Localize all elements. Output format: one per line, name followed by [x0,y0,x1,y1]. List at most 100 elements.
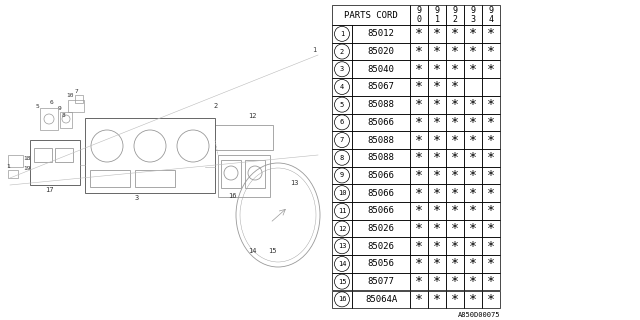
Text: *: * [451,293,459,306]
Bar [446,96,464,114]
Bar [55,148,73,162]
Text: 2: 2 [213,103,217,109]
Text: *: * [487,204,495,217]
Bar [410,184,428,202]
Text: 9: 9 [435,6,440,15]
Bar [85,118,215,193]
Bar [332,273,352,291]
Text: 1: 1 [312,47,316,53]
Text: 0: 0 [417,15,422,24]
Bar [428,43,446,60]
Text: 9: 9 [417,6,422,15]
Bar [332,184,352,202]
Text: *: * [469,275,477,288]
Text: 16: 16 [338,296,346,302]
Text: *: * [469,187,477,200]
Text: *: * [433,187,441,200]
Bar [464,5,482,25]
Bar [410,273,428,291]
Text: *: * [487,293,495,306]
Bar [446,220,464,237]
Text: 85056: 85056 [367,260,394,268]
Bar [482,220,500,237]
Text: *: * [415,204,423,217]
Bar [352,255,410,273]
Text: 8: 8 [62,113,66,118]
Text: 2: 2 [340,49,344,54]
Text: 1: 1 [435,15,440,24]
Text: *: * [415,169,423,182]
Text: *: * [415,258,423,270]
Text: *: * [487,116,495,129]
Bar [332,96,352,114]
Bar [410,220,428,237]
Bar [352,78,410,96]
Text: PARTS CORD: PARTS CORD [344,11,398,20]
Text: *: * [487,133,495,147]
Bar [482,25,500,43]
Bar [482,131,500,149]
Text: *: * [433,116,441,129]
Text: 9: 9 [470,6,476,15]
Bar [332,25,352,43]
Text: 12: 12 [248,113,257,119]
Bar [446,60,464,78]
Bar [8,155,23,167]
Bar [410,237,428,255]
Bar [482,291,500,308]
Text: *: * [415,133,423,147]
Text: 85088: 85088 [367,136,394,145]
Text: 85077: 85077 [367,277,394,286]
Bar [464,273,482,291]
Bar [410,149,428,167]
Bar [410,255,428,273]
Bar [60,112,72,128]
Bar [482,273,500,291]
Bar [40,108,58,130]
Bar [352,167,410,184]
Bar [482,167,500,184]
Text: *: * [415,151,423,164]
Text: 85026: 85026 [367,224,394,233]
Bar [446,255,464,273]
Bar [446,237,464,255]
Bar [482,114,500,131]
Text: *: * [433,293,441,306]
Bar [352,220,410,237]
Bar [428,167,446,184]
Text: 85066: 85066 [367,189,394,198]
Bar [446,78,464,96]
Text: *: * [469,45,477,58]
Text: *: * [451,80,459,93]
Text: 13: 13 [290,180,298,186]
Text: *: * [469,293,477,306]
Text: 85020: 85020 [367,47,394,56]
Text: *: * [433,98,441,111]
Bar [352,25,410,43]
Text: 9: 9 [58,106,61,111]
Bar [30,140,80,185]
Bar [332,255,352,273]
Text: 1: 1 [340,31,344,37]
Text: 19: 19 [23,166,31,171]
Text: *: * [451,116,459,129]
Text: 15: 15 [338,279,346,285]
Bar [428,291,446,308]
Bar [464,96,482,114]
Text: *: * [469,204,477,217]
Text: 3: 3 [135,195,140,201]
Text: *: * [469,258,477,270]
Bar [464,78,482,96]
Text: *: * [433,27,441,40]
Bar [482,237,500,255]
Bar [75,95,83,103]
Text: *: * [451,204,459,217]
Bar [482,149,500,167]
Bar [446,43,464,60]
Bar [428,184,446,202]
Text: 3: 3 [340,66,344,72]
Bar [464,25,482,43]
Bar [428,114,446,131]
Bar [332,5,410,25]
Text: *: * [415,293,423,306]
